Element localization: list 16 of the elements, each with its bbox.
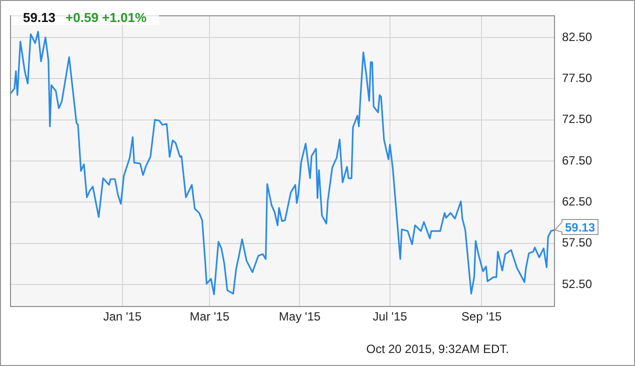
x-tick-label: Mar '15 — [190, 310, 230, 324]
y-tick-label: 82.50 — [562, 30, 592, 44]
x-tick-label: Sep '15 — [461, 310, 502, 324]
y-tick-label: 67.50 — [562, 153, 592, 168]
x-tick-label: May '15 — [278, 310, 321, 324]
x-tick-label: Jul '15 — [372, 310, 408, 324]
y-tick-label: 57.50 — [562, 236, 592, 250]
text: Oct 20 2015, 9:32AM EDT. — [366, 342, 509, 356]
y-tick-label: 72.50 — [562, 112, 592, 126]
x-tick-label: Jan '15 — [103, 310, 142, 324]
annotation: +0.59 +1.01% — [66, 10, 147, 25]
y-tick-label: 77.50 — [562, 70, 592, 85]
annotation: 59.13 — [565, 220, 596, 234]
y-tick-label: 62.50 — [562, 194, 592, 209]
annotation: 59.13 — [23, 10, 56, 25]
y-tick-label: 52.50 — [562, 276, 592, 291]
